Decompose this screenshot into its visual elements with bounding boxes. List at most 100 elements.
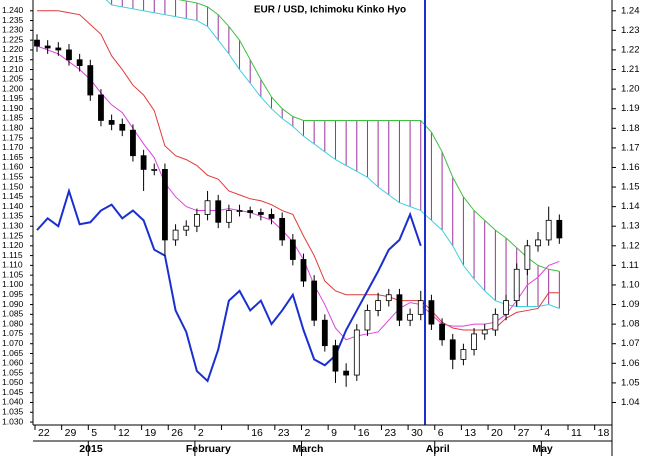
- month-label: March: [293, 443, 324, 455]
- x-tick-label: 20: [491, 427, 503, 439]
- x-tick-label: 5: [91, 427, 97, 439]
- candle-body: [417, 300, 424, 315]
- chart-title: EUR / USD, Ichimoku Kinko Hyo: [254, 5, 406, 16]
- y-tick-label: 1.080: [2, 318, 24, 328]
- y-tick-label: 1.200: [2, 83, 24, 93]
- y2-tick-label: 1.08: [621, 319, 640, 330]
- candle-body: [321, 319, 328, 347]
- candle-body: [492, 313, 499, 331]
- candle-body: [204, 200, 211, 215]
- x-tick-label: 29: [65, 427, 77, 439]
- candle-body: [151, 169, 158, 171]
- x-tick-label: 18: [598, 427, 610, 439]
- candle-body: [311, 280, 318, 321]
- candle-body: [513, 268, 520, 302]
- x-tick-label: 27: [518, 427, 530, 439]
- y-tick-label: 1.115: [2, 250, 23, 260]
- candle-body: [44, 45, 51, 49]
- candle-body: [215, 200, 222, 223]
- y-tick-label: 1.170: [2, 142, 24, 152]
- y2-tick-label: 1.23: [621, 25, 640, 36]
- candle-body: [98, 94, 104, 121]
- y-tick-label: 1.215: [2, 54, 24, 64]
- y-tick-label: 1.120: [2, 240, 24, 250]
- y-tick-label: 1.175: [2, 132, 24, 142]
- y2-tick-label: 1.12: [621, 240, 640, 251]
- y-tick-label: 1.130: [2, 220, 24, 230]
- candle-body: [108, 120, 115, 125]
- indicator-line: [36, 45, 560, 341]
- month-label: April: [426, 443, 450, 455]
- y-tick-label: 1.055: [2, 367, 24, 377]
- candle-body: [471, 333, 477, 350]
- candle-body: [460, 349, 467, 360]
- month-label: 2015: [79, 443, 103, 455]
- candle-body: [289, 239, 296, 260]
- candle-body: [247, 210, 254, 213]
- y-tick-label: 1.185: [2, 113, 24, 123]
- y-tick-label: 1.045: [2, 387, 24, 397]
- plot-area: [33, 0, 612, 425]
- candle-body: [556, 219, 563, 239]
- y2-tick-label: 1.06: [621, 358, 640, 369]
- y-tick-label: 1.050: [2, 377, 24, 387]
- month-label: February: [186, 443, 231, 455]
- x-tick-label: 30: [411, 427, 423, 439]
- candle-body: [193, 214, 200, 227]
- candle-body: [268, 214, 275, 219]
- x-tick-label: 9: [331, 427, 337, 439]
- candle-body: [279, 217, 286, 241]
- x-tick-label: 6: [438, 427, 444, 439]
- y-tick-label: 1.165: [2, 152, 24, 162]
- y-tick-label: 1.030: [2, 416, 24, 426]
- candle-body: [257, 212, 264, 215]
- senkou-span-b: [105, 0, 560, 309]
- candle-body: [535, 239, 541, 247]
- month-label: May: [532, 443, 553, 455]
- y2-tick-label: 1.20: [621, 84, 640, 95]
- y2-tick-label: 1.21: [621, 64, 640, 75]
- y2-tick-label: 1.22: [621, 44, 640, 55]
- y-tick-label: 1.160: [2, 162, 24, 172]
- y-tick-label: 1.210: [2, 64, 24, 74]
- y-tick-label: 1.135: [2, 211, 24, 221]
- y-tick-label: 1.095: [2, 289, 24, 299]
- y2-tick-label: 1.09: [621, 299, 640, 310]
- candle-body: [140, 155, 147, 170]
- y2-tick-label: 1.10: [621, 279, 640, 290]
- y-tick-label: 1.220: [2, 44, 24, 54]
- indicator-line: [36, 187, 422, 383]
- y-tick-label: 1.205: [2, 74, 24, 84]
- candle-body: [375, 300, 382, 311]
- x-tick-label: 19: [145, 427, 157, 439]
- candle-body: [300, 259, 307, 282]
- y-tick-label: 1.145: [2, 191, 24, 201]
- y2-tick-label: 1.04: [621, 397, 640, 408]
- candle-body: [439, 323, 445, 341]
- y-tick-label: 1.040: [2, 397, 24, 407]
- y-tick-label: 1.230: [2, 25, 24, 35]
- candle-body: [172, 229, 179, 241]
- candle-body: [396, 294, 403, 321]
- candle-body: [87, 65, 94, 96]
- candle-body: [236, 210, 243, 212]
- y2-tick-label: 1.24: [621, 5, 640, 16]
- candle-body: [524, 245, 531, 270]
- y-tick-label: 1.125: [2, 230, 24, 240]
- candle-body: [162, 169, 168, 241]
- candle-body: [55, 47, 62, 51]
- y2-tick-label: 1.11: [621, 260, 639, 271]
- y2-tick-label: 1.16: [621, 162, 640, 173]
- y-tick-label: 1.090: [2, 299, 24, 309]
- y2-tick-label: 1.15: [621, 182, 640, 193]
- x-tick-label: 16: [358, 427, 370, 439]
- x-tick-label: 12: [118, 427, 130, 439]
- x-tick-label: 4: [544, 427, 550, 439]
- candle-body: [76, 59, 83, 67]
- x-tick-label: 16: [251, 427, 263, 439]
- senkou-span-a: [178, 0, 560, 272]
- y2-tick-label: 1.13: [621, 221, 640, 232]
- x-tick-label: 13: [464, 427, 476, 439]
- y-tick-label: 1.105: [2, 269, 24, 279]
